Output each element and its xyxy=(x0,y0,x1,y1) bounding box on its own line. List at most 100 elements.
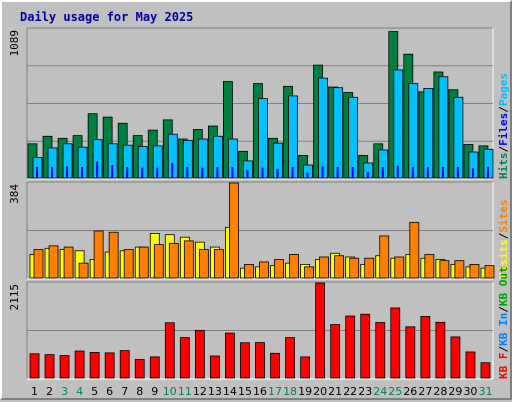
bar-sites-day-1 xyxy=(33,249,44,279)
bar-pages-day-29 xyxy=(456,167,459,178)
bar-files-day-18 xyxy=(288,95,298,179)
legend-separator: / xyxy=(497,106,510,113)
legend-text: KB F/KB In/KB Out xyxy=(497,266,510,379)
day-label-10: 10 xyxy=(163,385,177,398)
bar-kb-f-day-14 xyxy=(225,332,235,379)
bar-files-day-29 xyxy=(453,96,464,179)
bar-files-day-21 xyxy=(333,87,344,179)
bar-files-day-26 xyxy=(408,83,419,179)
bar-kb-f-day-8 xyxy=(134,358,145,379)
day-label-4: 4 xyxy=(76,385,83,398)
bar-sites-day-6 xyxy=(108,231,119,279)
bar-sites-day-26 xyxy=(409,221,420,279)
bar-sites-day-14 xyxy=(229,182,239,279)
day-label-15: 15 xyxy=(238,385,252,398)
bar-kb-f-day-27 xyxy=(420,316,431,379)
x-axis-day-labels: 1 2 3 4 5 6 7 8 9 10 11 12 13 14 15 16 17 18 19 20 21 22 23 24 2… xyxy=(31,385,492,398)
legend-item-files: Files xyxy=(497,113,510,146)
bar-pages-day-12 xyxy=(201,167,204,178)
bar-sites-day-12 xyxy=(198,249,209,279)
legend-separator: / xyxy=(497,232,510,239)
bar-sites-day-20 xyxy=(319,256,330,279)
bar-pages-day-25 xyxy=(396,165,399,178)
legend-separator: / xyxy=(497,306,510,313)
bar-sites-day-7 xyxy=(123,249,134,279)
bar-kb-f-day-2 xyxy=(44,354,55,379)
day-label-30: 30 xyxy=(463,385,477,398)
bar-pages-day-20 xyxy=(321,166,324,178)
day-label-6: 6 xyxy=(106,385,113,398)
bar-sites-day-10 xyxy=(168,242,179,279)
bar-pages-day-19 xyxy=(306,172,309,178)
bar-sites-day-18 xyxy=(289,254,299,279)
day-label-26: 26 xyxy=(403,385,417,398)
bar-sites-day-9 xyxy=(153,244,164,279)
bar-sites-day-16 xyxy=(259,261,269,279)
bar-pages-day-17 xyxy=(276,169,279,178)
bar-pages-day-3 xyxy=(66,166,69,178)
bar-pages-day-6 xyxy=(111,165,114,178)
bar-pages-day-11 xyxy=(186,167,189,178)
bar-files-day-25 xyxy=(393,69,404,179)
bar-kb-f-day-20 xyxy=(315,282,326,379)
bar-sites-day-24 xyxy=(379,235,390,279)
day-label-13: 13 xyxy=(208,385,222,398)
bar-kb-f-day-6 xyxy=(104,352,115,379)
bar-kb-f-day-30 xyxy=(465,351,476,379)
legend-separator: / xyxy=(497,346,510,353)
day-label-22: 22 xyxy=(343,385,357,398)
bar-sites-day-21 xyxy=(334,255,345,279)
bar-pages-day-24 xyxy=(381,167,384,178)
bar-kb-f-day-10 xyxy=(164,322,175,379)
bar-files-day-22 xyxy=(348,96,359,179)
bar-kb-f-day-22 xyxy=(345,315,356,379)
y-max-label: 384 xyxy=(8,184,21,204)
bar-pages-day-28 xyxy=(441,167,444,178)
bar-kb-f-day-11 xyxy=(179,337,190,379)
bar-kb-f-day-16 xyxy=(255,342,265,379)
bar-kb-f-day-3 xyxy=(59,355,70,379)
bar-sites-day-11 xyxy=(183,240,194,279)
bar-kb-f-day-7 xyxy=(119,350,130,379)
bar-kb-f-day-13 xyxy=(210,355,220,379)
bar-sites-day-25 xyxy=(394,256,405,279)
bar-pages-day-27 xyxy=(426,167,429,178)
bar-pages-day-5 xyxy=(96,161,99,178)
bar-pages-day-31 xyxy=(486,167,489,178)
legend-visits: Visits/Sites xyxy=(497,200,510,280)
day-label-27: 27 xyxy=(418,385,432,398)
bar-kb-f-day-15 xyxy=(240,342,250,379)
bar-pages-day-16 xyxy=(261,167,264,178)
bar-kb-f-day-31 xyxy=(480,362,491,379)
bar-kb-f-day-9 xyxy=(149,356,160,379)
bar-kb-f-day-29 xyxy=(450,336,461,379)
bar-sites-day-15 xyxy=(244,263,254,279)
day-label-29: 29 xyxy=(448,385,462,398)
legend-item-sites: Sites xyxy=(497,200,510,233)
bar-kb-f-day-12 xyxy=(194,329,205,379)
bar-kb-f-day-17 xyxy=(270,352,280,379)
bar-files-day-16 xyxy=(258,98,268,179)
bar-files-day-27 xyxy=(423,87,434,179)
bar-pages-day-4 xyxy=(81,167,84,178)
bar-pages-day-30 xyxy=(471,168,474,178)
legend-item-hits: Hits xyxy=(497,153,510,180)
y-max-label: 2115 xyxy=(8,284,21,311)
day-label-31: 31 xyxy=(478,385,492,398)
bar-kb-f-day-19 xyxy=(300,356,310,379)
day-label-9: 9 xyxy=(151,385,158,398)
day-label-28: 28 xyxy=(433,385,447,398)
bar-kb-f-day-4 xyxy=(74,350,85,379)
day-label-11: 11 xyxy=(178,385,192,398)
bar-kb-f-day-21 xyxy=(330,324,341,379)
legend-text: Hits/Files/Pages xyxy=(497,73,510,179)
day-label-25: 25 xyxy=(388,385,402,398)
bar-sites-day-30 xyxy=(469,263,480,279)
panel-visits: 384 Visits/Sites xyxy=(8,181,510,280)
day-label-3: 3 xyxy=(61,385,68,398)
bar-sites-day-8 xyxy=(138,246,149,279)
bar-sites-day-19 xyxy=(304,266,314,279)
bar-pages-day-21 xyxy=(336,167,339,178)
bar-sites-day-22 xyxy=(349,257,360,279)
